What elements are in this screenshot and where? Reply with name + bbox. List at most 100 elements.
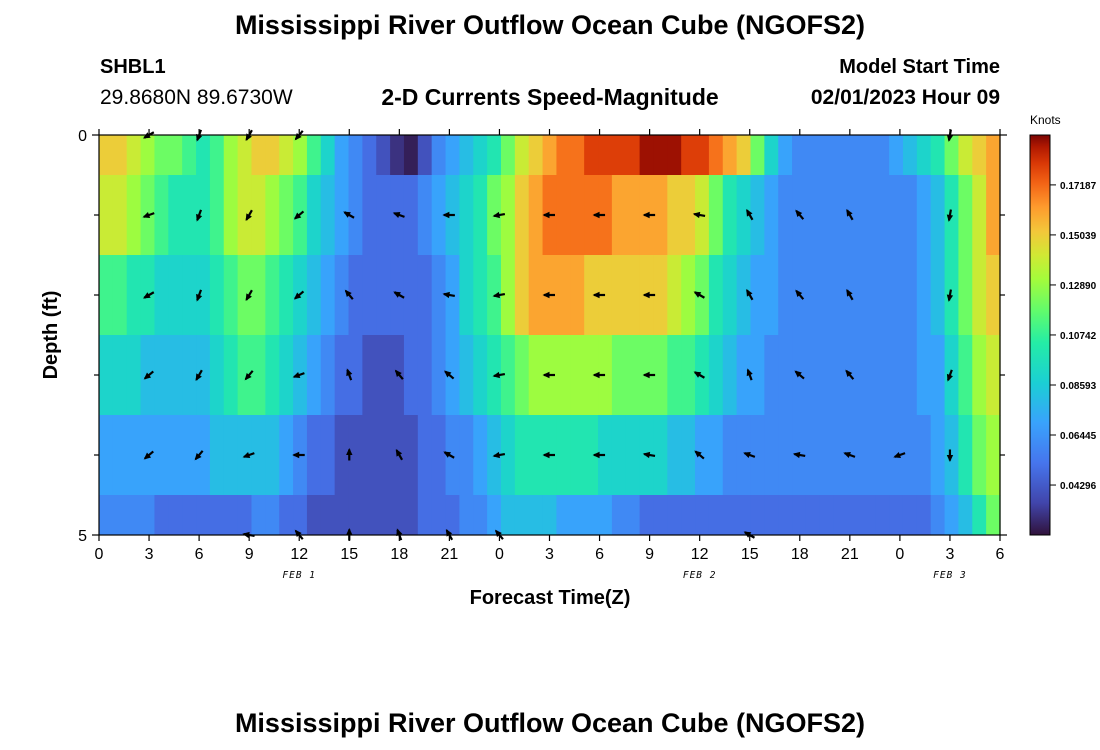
current-arrow — [795, 209, 805, 220]
heatmap-cell — [972, 415, 987, 496]
current-arrow — [492, 451, 506, 459]
heatmap-cell — [611, 495, 627, 536]
heatmap-cell — [445, 135, 460, 176]
heatmap-cell — [306, 255, 322, 336]
heatmap-cell — [778, 335, 793, 416]
current-arrow — [592, 291, 606, 299]
current-arrow — [346, 368, 353, 381]
heatmap-cell — [376, 495, 391, 536]
x-tick-label: 21 — [440, 546, 458, 563]
heatmap-cell — [320, 175, 336, 256]
current-arrow — [395, 448, 404, 461]
heatmap-cell — [487, 135, 502, 176]
heatmap-cell — [251, 175, 266, 256]
heatmap-cell — [348, 495, 363, 536]
heatmap-cell — [126, 255, 142, 336]
heatmap-cell — [930, 495, 946, 536]
heatmap-cell — [320, 135, 336, 176]
heatmap-cell — [348, 335, 363, 416]
heatmap-cell — [500, 135, 516, 176]
heatmap-cell — [708, 135, 724, 176]
current-arrow — [642, 371, 656, 379]
heatmap-cell — [168, 415, 183, 496]
heatmap-cell — [805, 335, 821, 416]
heatmap-cell — [695, 415, 710, 496]
heatmap-cell — [847, 335, 862, 416]
heatmap-cell — [889, 135, 904, 176]
axes: 0 3 6 9 12 15 18 21 0 3 6 9 12 15 18 21 0 3 6 FEB 1 FEB 2 FEB… — [78, 128, 1007, 581]
heatmap-cell — [875, 175, 890, 256]
heatmap-cell — [528, 255, 544, 336]
heatmap-cell — [251, 495, 266, 536]
heatmap-cell — [861, 415, 876, 496]
heatmap-cell — [611, 415, 627, 496]
heatmap-cell — [320, 335, 336, 416]
heatmap-cell — [750, 495, 765, 536]
heatmap-cell — [681, 415, 696, 496]
heatmap-cell — [403, 175, 419, 256]
heatmap-cell — [805, 135, 821, 176]
x-tick-label: 12 — [691, 546, 709, 563]
heatmap-cell — [459, 255, 474, 336]
heatmap-cell — [126, 335, 142, 416]
heatmap-cell — [112, 175, 128, 256]
heatmap-cell — [514, 415, 530, 496]
current-arrow — [293, 210, 305, 220]
heatmap-cell — [653, 335, 668, 416]
colorbar-tick-label: 0.06445 — [1060, 431, 1097, 442]
heatmap-cell — [764, 255, 779, 336]
heatmap-cell — [916, 335, 932, 416]
heatmap-cell — [653, 135, 668, 176]
heatmap-cell — [196, 415, 211, 496]
colorbar-ticks: 0.04296 0.06445 0.08593 0.10742 0.12890 0.150… — [1050, 181, 1097, 492]
x-tick-label: 12 — [290, 546, 308, 563]
heatmap-cell — [362, 135, 377, 176]
x-tick-label: 6 — [195, 546, 204, 563]
heatmap-cell — [445, 335, 460, 416]
date-label: FEB 2 — [683, 570, 717, 581]
heatmap-cell — [958, 495, 973, 536]
heatmap-cell — [986, 415, 1001, 496]
heatmap-cell — [348, 415, 363, 496]
heatmap-cell — [99, 135, 114, 176]
heatmap-cell — [833, 415, 849, 496]
heatmap-cell — [681, 495, 696, 536]
heatmap-cell — [182, 175, 197, 256]
current-arrow — [143, 370, 154, 380]
current-arrow — [393, 291, 405, 299]
y-tick-label: 0 — [78, 128, 87, 145]
x-tick-label: 21 — [841, 546, 859, 563]
heatmap-cell — [805, 415, 821, 496]
heatmap-cell — [500, 495, 516, 536]
heatmap-cell — [570, 135, 585, 176]
heatmap-cell — [916, 255, 932, 336]
heatmap-cell — [237, 175, 253, 256]
heatmap-cell — [750, 175, 765, 256]
heatmap-cell — [722, 335, 738, 416]
x-tick-label: 15 — [741, 546, 759, 563]
heatmap-cell — [487, 495, 502, 536]
heatmap-cell — [99, 335, 114, 416]
heatmap-cell — [417, 175, 433, 256]
heatmap-cell — [528, 335, 544, 416]
heatmap-cell — [930, 335, 946, 416]
heatmap-cell — [154, 415, 169, 496]
colorbar — [1029, 134, 1051, 536]
station-id: SHBL1 — [100, 56, 166, 78]
x-tick-label: 9 — [245, 546, 254, 563]
heatmap-cell — [223, 175, 239, 256]
heatmap-cell — [362, 175, 377, 256]
heatmap-cell — [792, 135, 807, 176]
heatmap-cell — [556, 415, 571, 496]
heatmap-cell — [819, 495, 835, 536]
colorbar-tick-label: 0.08593 — [1060, 381, 1097, 392]
date-label: FEB 3 — [933, 570, 967, 581]
heatmap-cell — [542, 495, 558, 536]
current-arrow — [344, 289, 354, 300]
second-page-title: Mississippi River Outflow Ocean Cube (NG… — [234, 708, 866, 738]
heatmap-cell — [861, 255, 876, 336]
heatmap-cell — [209, 135, 225, 176]
heatmap-cell — [653, 495, 668, 536]
heatmap-cell — [695, 255, 710, 336]
heatmap-cell — [889, 255, 904, 336]
